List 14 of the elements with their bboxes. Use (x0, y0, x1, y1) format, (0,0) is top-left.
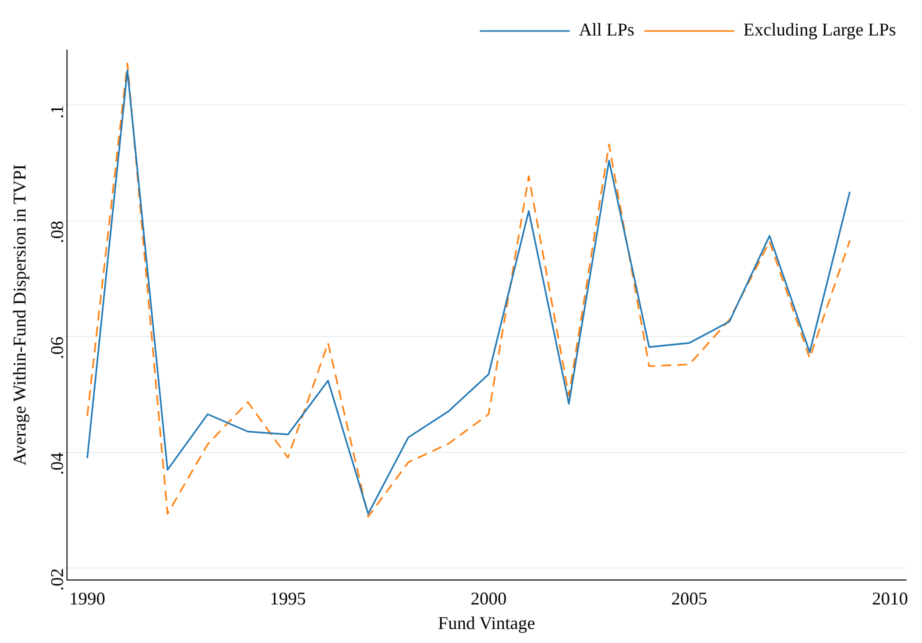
x-tick-label: 1990 (69, 588, 106, 608)
legend-label: Excluding Large LPs (743, 20, 896, 40)
y-tick-label: .06 (46, 336, 67, 360)
x-axis-title: Fund Vintage (438, 612, 536, 633)
y-tick-label: .02 (46, 568, 67, 591)
legend-label: All LPs (578, 20, 634, 40)
x-tick-label: 1995 (270, 588, 306, 608)
y-tick-label: .04 (46, 452, 67, 475)
y-axis-title: Average Within-Fund Dispersion in TVPI (10, 164, 30, 466)
x-tick-label: 2000 (470, 588, 507, 608)
x-tick-label: 2005 (671, 588, 708, 608)
x-tick-label: 2010 (872, 588, 908, 608)
y-tick-label: .1 (46, 105, 67, 119)
y-tick-label: .08 (46, 220, 67, 244)
